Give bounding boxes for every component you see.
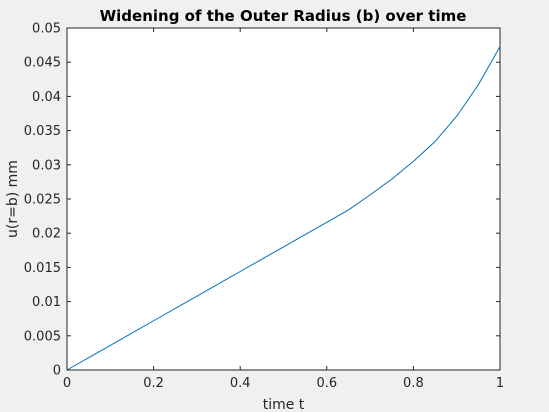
- y-tick-label: 0.005: [24, 329, 61, 344]
- y-tick-label: 0.015: [24, 261, 61, 276]
- plot-frame: [66, 27, 501, 371]
- x-tick-label: 0.8: [403, 376, 424, 391]
- y-tick-label: 0.04: [32, 90, 61, 105]
- x-tick-label: 0.4: [230, 376, 251, 391]
- x-axis-label: time t: [263, 397, 305, 412]
- y-tick-label: 0: [53, 364, 61, 379]
- y-tick-label: 0.02: [32, 227, 61, 242]
- plot-area: [67, 28, 500, 370]
- x-tick-label: 0: [63, 376, 71, 391]
- y-axis-label: u(r=b) mm: [5, 160, 21, 238]
- x-tick-label: 0.2: [143, 376, 164, 391]
- x-tick-label: 1: [496, 376, 504, 391]
- y-tick-label: 0.05: [32, 22, 61, 37]
- ticks-layer: 0 0.2 0.4 0.6 0.8 1 0 0.005 0.01 0.015 0.02 0.025 0.…: [24, 22, 504, 392]
- y-tick-label: 0.045: [24, 56, 61, 71]
- y-tick-label: 0.025: [24, 193, 61, 208]
- series-layer: [66, 46, 501, 371]
- y-tick-label: 0.035: [24, 124, 61, 139]
- series-line: [66, 46, 501, 371]
- x-tick-label: 0.6: [316, 376, 337, 391]
- chart-title: Widening of the Outer Radius (b) over ti…: [100, 7, 467, 25]
- y-tick-label: 0.03: [32, 158, 61, 173]
- y-tick-label: 0.01: [32, 295, 61, 310]
